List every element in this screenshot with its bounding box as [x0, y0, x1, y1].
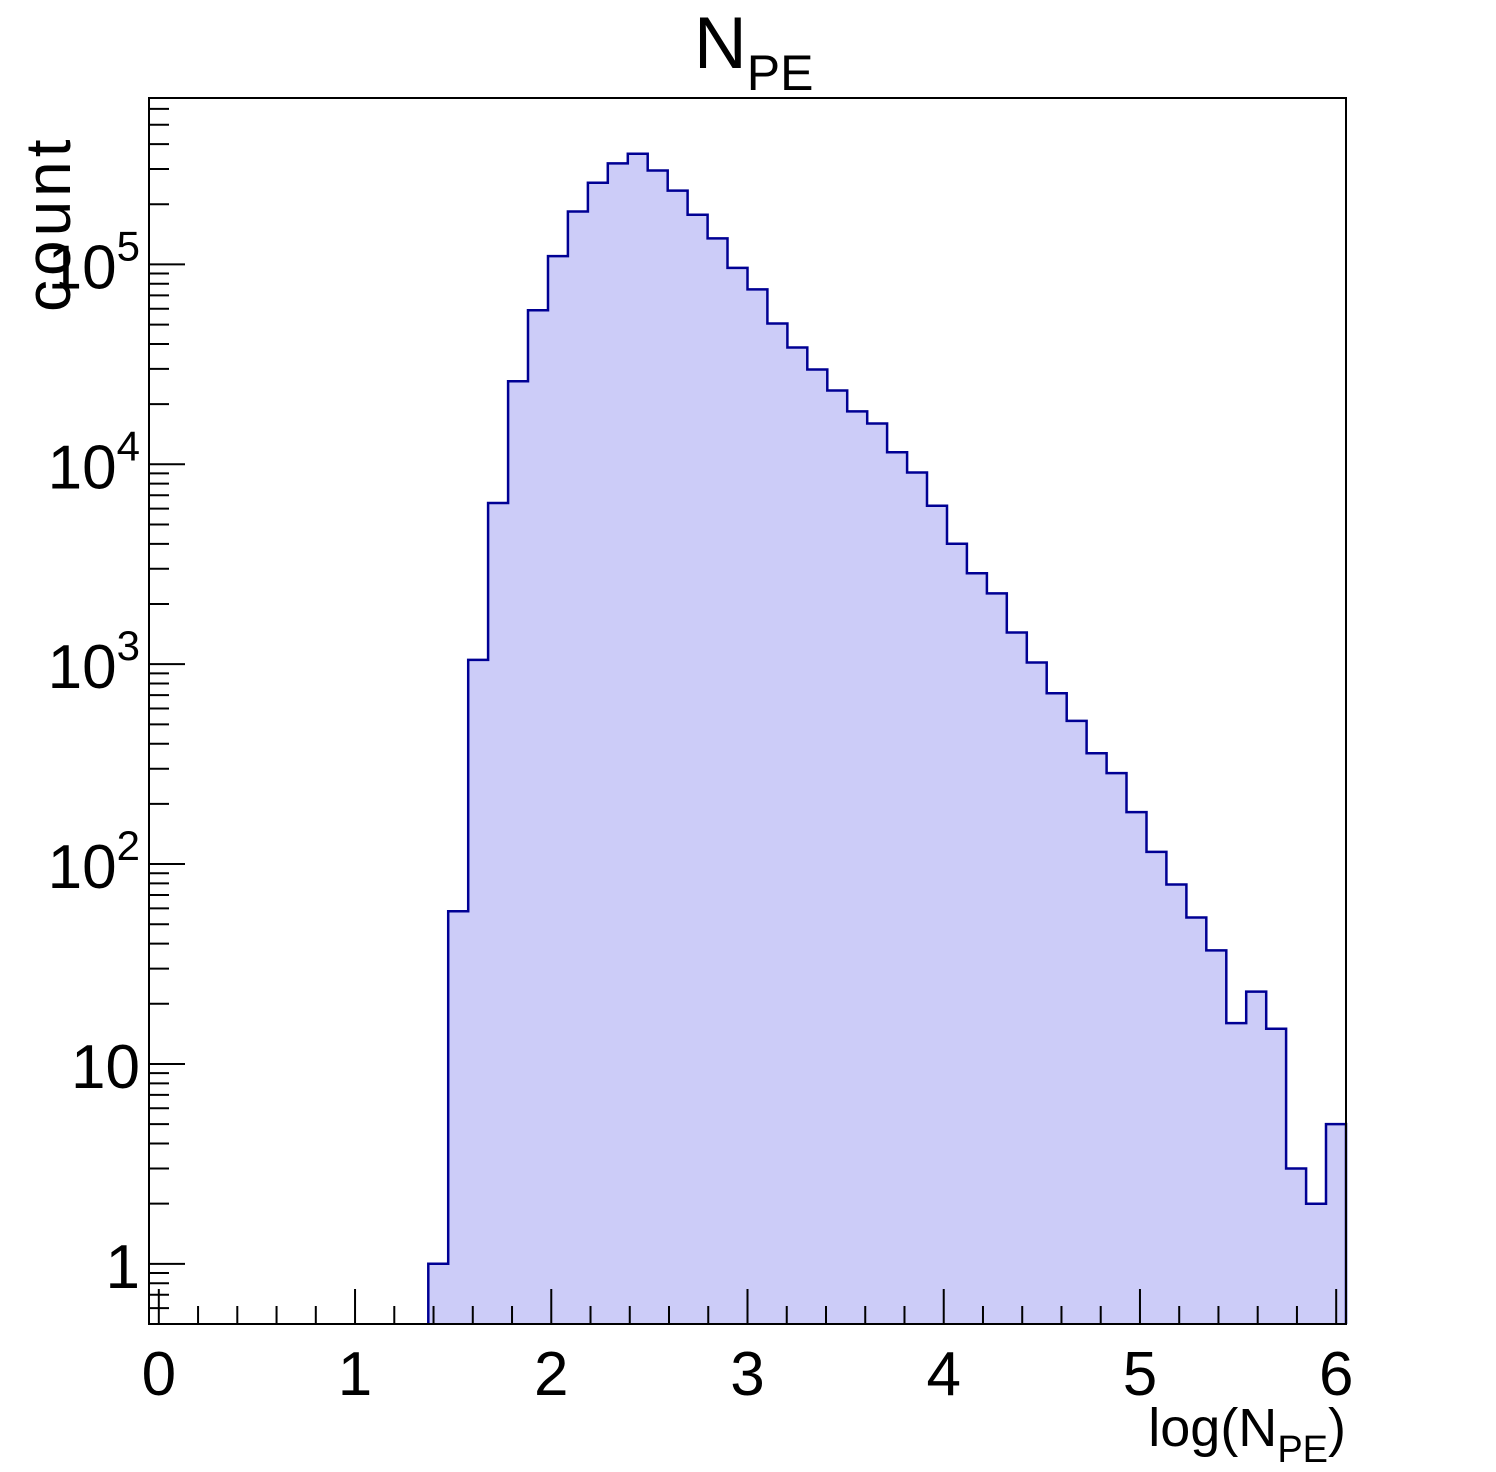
histogram-series — [427, 152, 1348, 1324]
y-axis-ticks — [149, 107, 185, 1310]
x-tick-label: 5 — [1123, 1340, 1157, 1409]
y-axis-title: count — [12, 135, 84, 312]
x-tick-label: 6 — [1319, 1340, 1353, 1409]
y-tick-label-exponent: 5 — [117, 222, 140, 269]
chart-title: NPE — [694, 3, 813, 101]
x-tick-label: 4 — [926, 1340, 960, 1409]
y-tick-label: 103 — [48, 622, 140, 702]
y-tick-label-mantissa: 10 — [48, 233, 117, 302]
y-tick-label: 1 — [106, 1233, 140, 1302]
x-tick-label: 3 — [730, 1340, 764, 1409]
y-tick-label: 104 — [48, 422, 140, 502]
x-axis-title: log(NPE) — [1148, 1398, 1346, 1471]
y-tick-label-mantissa: 10 — [48, 633, 117, 702]
chart-title-main: N — [694, 3, 747, 84]
y-tick-label-exponent: 3 — [117, 622, 140, 669]
y-tick-label: 102 — [48, 822, 140, 902]
y-tick-label-exponent: 2 — [117, 822, 140, 869]
x-axis-labels: 0 1 2 3 4 5 6 — [142, 1340, 1354, 1409]
y-tick-label: 10 — [71, 1033, 140, 1102]
y-tick-label-mantissa: 10 — [71, 1033, 140, 1102]
x-axis-title-post: ) — [1328, 1398, 1346, 1458]
y-tick-label-mantissa: 10 — [48, 433, 117, 502]
y-tick-label-mantissa: 1 — [106, 1233, 140, 1302]
x-axis-title-pre: log(N — [1148, 1398, 1277, 1458]
y-tick-label: 105 — [48, 222, 140, 302]
x-tick-label: 1 — [338, 1340, 372, 1409]
y-tick-label-mantissa: 10 — [48, 833, 117, 902]
x-tick-label: 2 — [534, 1340, 568, 1409]
x-axis-ticks — [157, 1289, 1338, 1324]
x-tick-label: 0 — [142, 1340, 176, 1409]
x-axis-title-subscript: PE — [1277, 1429, 1328, 1471]
chart-title-subscript: PE — [747, 45, 814, 101]
y-tick-label-exponent: 4 — [117, 422, 140, 469]
